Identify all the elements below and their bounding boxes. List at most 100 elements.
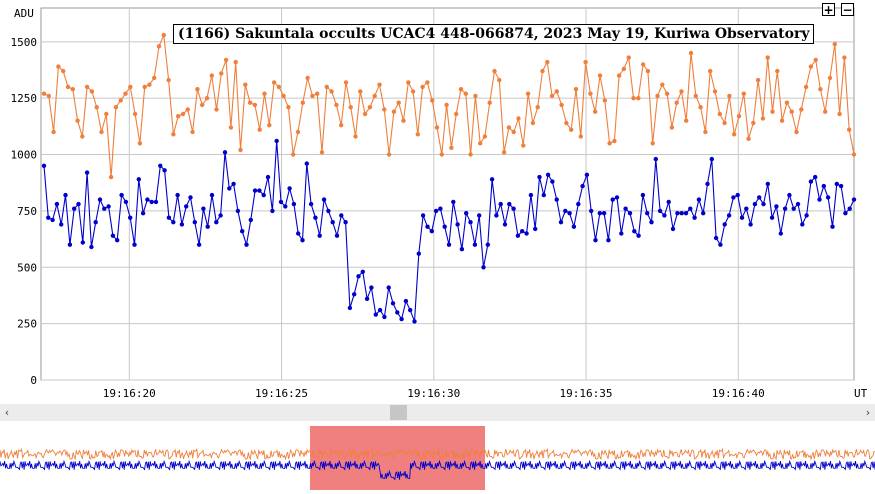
data-point xyxy=(636,233,641,238)
data-point xyxy=(787,192,792,198)
data-point xyxy=(838,183,844,189)
data-point xyxy=(271,80,277,85)
data-point xyxy=(240,229,245,234)
data-point xyxy=(317,233,322,238)
data-point xyxy=(525,91,531,96)
data-point xyxy=(825,195,831,200)
data-point xyxy=(356,274,361,279)
data-point xyxy=(660,82,665,87)
data-point xyxy=(222,150,228,155)
data-point xyxy=(636,96,641,101)
x-axis-ticks: 19:16:20 19:16:25 19:16:30 19:16:35 19:16:40 xyxy=(103,387,765,400)
data-point xyxy=(511,129,516,135)
data-point xyxy=(843,211,848,216)
data-point xyxy=(477,213,482,218)
data-point xyxy=(223,57,229,63)
data-point xyxy=(347,305,353,311)
data-point xyxy=(149,199,154,205)
data-point xyxy=(80,240,86,245)
data-point xyxy=(54,201,60,207)
data-point xyxy=(458,87,464,92)
data-point xyxy=(420,213,426,218)
data-point xyxy=(339,213,344,218)
data-point xyxy=(468,152,473,157)
data-point xyxy=(827,75,833,81)
data-point xyxy=(296,231,301,236)
data-point xyxy=(171,220,176,225)
data-point xyxy=(153,199,159,205)
data-point xyxy=(614,195,620,200)
data-point xyxy=(688,50,694,56)
data-point xyxy=(84,170,90,175)
data-point xyxy=(94,105,99,110)
scroll-left-arrow-icon[interactable]: ‹ xyxy=(4,406,10,419)
horizontal-scrollbar[interactable]: ‹ › xyxy=(0,404,875,421)
data-point xyxy=(399,316,404,322)
zoom-out-button[interactable]: − xyxy=(841,3,854,17)
data-point xyxy=(295,129,301,135)
data-point xyxy=(545,172,551,177)
data-point xyxy=(123,91,128,96)
data-point xyxy=(390,301,396,306)
data-point xyxy=(46,215,51,220)
data-point xyxy=(494,213,499,218)
data-point xyxy=(832,41,837,47)
data-point xyxy=(817,197,822,202)
data-point xyxy=(444,102,449,108)
data-point xyxy=(769,215,775,220)
data-point xyxy=(631,96,636,101)
data-point xyxy=(478,141,483,146)
data-point xyxy=(564,120,569,126)
scroll-right-arrow-icon[interactable]: › xyxy=(865,406,871,419)
data-point xyxy=(185,107,190,112)
data-point xyxy=(649,220,654,225)
data-point xyxy=(675,211,680,216)
data-point xyxy=(396,100,401,105)
overview-highlight-window[interactable] xyxy=(310,426,485,490)
data-point xyxy=(765,181,770,187)
data-point xyxy=(451,199,456,205)
data-point xyxy=(501,150,507,155)
scrollbar-thumb[interactable] xyxy=(390,405,407,420)
data-point xyxy=(657,208,663,214)
overview-chart[interactable] xyxy=(0,424,875,492)
x-tick-label: 19:16:25 xyxy=(255,387,308,400)
x-tick-label: 19:16:40 xyxy=(712,387,765,400)
data-point xyxy=(300,100,305,105)
data-point xyxy=(722,222,727,227)
data-point xyxy=(204,96,210,101)
data-point xyxy=(190,129,195,135)
data-point xyxy=(778,231,783,236)
data-point xyxy=(752,201,758,207)
data-point xyxy=(330,220,335,225)
data-point xyxy=(601,211,607,216)
data-point xyxy=(166,215,172,220)
data-point xyxy=(401,118,406,123)
data-point xyxy=(607,141,612,146)
data-point xyxy=(482,134,488,139)
data-point xyxy=(175,192,180,198)
data-point xyxy=(606,238,611,243)
data-point xyxy=(653,156,658,162)
data-point xyxy=(59,222,64,227)
data-point xyxy=(520,229,525,234)
data-point xyxy=(179,222,185,227)
data-point xyxy=(180,111,186,117)
data-point xyxy=(319,150,325,155)
data-point xyxy=(688,206,693,211)
data-point xyxy=(300,238,305,243)
data-point xyxy=(106,204,111,209)
data-point xyxy=(238,147,243,153)
data-point xyxy=(818,87,823,92)
data-point xyxy=(610,197,615,202)
data-point xyxy=(305,75,310,81)
zoom-in-button[interactable]: + xyxy=(822,3,835,17)
data-point xyxy=(640,192,646,198)
data-point xyxy=(403,298,409,304)
data-point xyxy=(698,105,703,110)
data-point xyxy=(243,82,248,87)
data-point xyxy=(545,59,550,65)
data-point xyxy=(184,204,189,209)
data-point xyxy=(257,127,262,132)
